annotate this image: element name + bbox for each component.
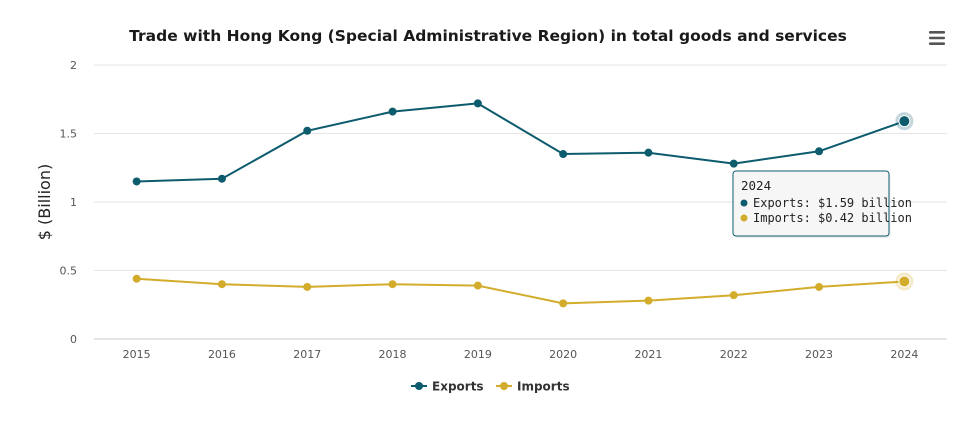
tooltip-marker <box>740 199 748 207</box>
data-point[interactable] <box>303 126 312 135</box>
y-tick-label: 1.5 <box>60 128 78 141</box>
data-point[interactable] <box>729 291 738 300</box>
data-point[interactable] <box>217 280 226 289</box>
tooltip-box <box>732 170 890 237</box>
chart-menu-button[interactable] <box>926 28 948 46</box>
tooltip-header: 2024 <box>741 178 771 193</box>
series-line <box>136 102 905 183</box>
series-group <box>132 99 914 308</box>
gridlines <box>94 64 947 340</box>
y-tick-label: 2 <box>70 59 77 72</box>
data-point[interactable] <box>644 148 653 157</box>
chart-title: Trade with Hong Kong (Special Administra… <box>129 27 847 45</box>
data-point[interactable] <box>132 177 141 186</box>
data-point[interactable] <box>473 99 482 108</box>
x-tick-label: 2020 <box>549 348 577 361</box>
series-imports <box>132 272 914 308</box>
data-point[interactable] <box>217 174 226 183</box>
y-axis-ticks: 0 0.5 1 1.5 2 <box>60 59 78 346</box>
x-tick-label: 2023 <box>805 348 833 361</box>
x-tick-label: 2016 <box>208 348 236 361</box>
series-line <box>136 277 905 305</box>
x-tick-label: 2022 <box>720 348 748 361</box>
x-tick-label: 2019 <box>464 348 492 361</box>
hamburger-menu-icon <box>929 31 945 45</box>
data-point-highlighted[interactable] <box>898 115 911 128</box>
x-tick-label: 2024 <box>890 348 918 361</box>
legend: Exports Imports <box>411 380 570 394</box>
legend-marker <box>500 382 508 390</box>
legend-label: Imports <box>517 380 570 394</box>
y-tick-label: 0 <box>70 333 77 346</box>
data-point[interactable] <box>303 282 312 291</box>
y-axis-label: $ (Billion) <box>35 164 54 240</box>
legend-marker <box>415 382 423 390</box>
data-point[interactable] <box>559 299 568 308</box>
x-tick-label: 2021 <box>634 348 662 361</box>
data-point[interactable] <box>132 274 141 283</box>
data-point[interactable] <box>473 281 482 290</box>
x-tick-label: 2018 <box>379 348 407 361</box>
tooltip-line: Imports: $0.42 billion <box>753 211 912 225</box>
tooltip-line: Exports: $1.59 billion <box>753 196 912 210</box>
legend-item-exports[interactable]: Exports <box>411 380 484 394</box>
series-exports <box>132 99 914 186</box>
y-tick-label: 0.5 <box>60 265 78 278</box>
x-tick-label: 2017 <box>293 348 321 361</box>
y-tick-label: 1 <box>70 196 77 209</box>
data-point[interactable] <box>559 150 568 159</box>
data-point[interactable] <box>388 280 397 289</box>
data-point-highlighted[interactable] <box>898 275 911 288</box>
data-point[interactable] <box>644 296 653 305</box>
data-point[interactable] <box>729 159 738 168</box>
data-point[interactable] <box>388 107 397 116</box>
x-tick-label: 2015 <box>123 348 151 361</box>
legend-item-imports[interactable]: Imports <box>496 380 570 394</box>
data-point[interactable] <box>815 282 824 291</box>
x-axis-ticks: 2015 2016 2017 2018 2019 2020 2021 2022 2023 2024 <box>123 348 919 361</box>
data-point[interactable] <box>815 147 824 156</box>
legend-label: Exports <box>432 380 484 394</box>
tooltip-marker <box>740 214 748 222</box>
